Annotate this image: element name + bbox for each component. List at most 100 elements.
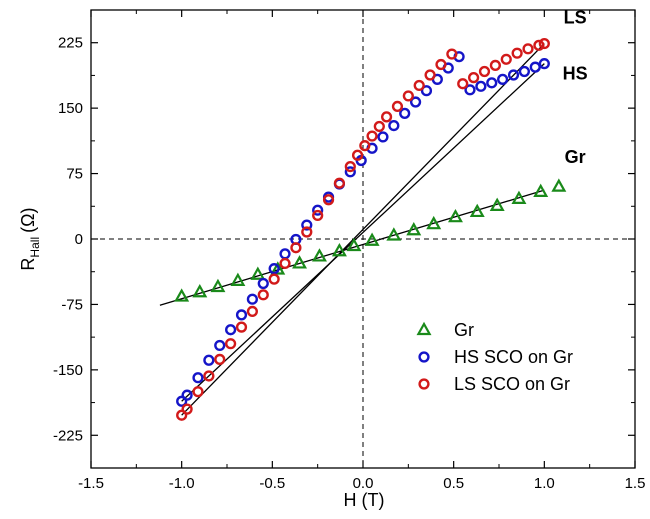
data-point-series-2 <box>380 111 393 123</box>
data-point-series-2 <box>312 209 324 222</box>
y-axis-title-unit: (Ω) <box>18 207 38 232</box>
data-point-series-2 <box>446 48 458 60</box>
data-point-series-2 <box>435 58 447 71</box>
data-point-series-2 <box>359 140 371 152</box>
legend-entry-label: Gr <box>454 320 474 340</box>
data-point-series-1 <box>225 324 237 336</box>
data-point-series-1 <box>235 309 248 321</box>
data-point-series-0 <box>448 208 463 223</box>
data-point-series-1 <box>344 166 356 178</box>
y-tick-label: -150 <box>53 362 83 379</box>
legend-entry-label: LS SCO on Gr <box>454 374 570 394</box>
data-point-series-0 <box>489 197 505 211</box>
data-point-series-1 <box>214 339 226 352</box>
data-point-series-2 <box>301 226 313 238</box>
data-point-series-2 <box>214 353 226 365</box>
data-point-series-2 <box>522 43 534 55</box>
data-point-series-1 <box>409 96 422 108</box>
data-point-series-2 <box>538 37 550 50</box>
data-point-series-1 <box>192 372 204 384</box>
data-point-series-1 <box>475 80 487 92</box>
data-point-series-2 <box>333 177 346 189</box>
x-tick-label: 1.5 <box>625 475 646 492</box>
fit-line-series-1 <box>181 63 545 402</box>
legend-marker-0 <box>416 321 432 336</box>
data-point-series-2 <box>373 120 385 133</box>
data-point-series-2 <box>192 386 204 398</box>
data-point-series-0 <box>312 248 327 262</box>
fit-line-series-2 <box>181 43 545 416</box>
data-point-series-2 <box>181 403 193 415</box>
data-point-series-0 <box>406 222 422 236</box>
data-point-series-1 <box>518 65 530 78</box>
y-tick-label: 225 <box>58 35 83 52</box>
data-point-series-0 <box>292 255 308 269</box>
data-point-series-1 <box>181 389 193 401</box>
data-point-series-2 <box>290 242 302 254</box>
data-point-series-2 <box>322 194 335 206</box>
data-point-series-1 <box>377 131 389 143</box>
y-tick-label: 75 <box>66 166 83 183</box>
annotation-label: Gr <box>565 147 586 167</box>
legend-entry-label: HS SCO on Gr <box>454 347 573 367</box>
data-point-series-1 <box>388 119 400 132</box>
data-point-series-2 <box>511 47 523 59</box>
data-point-series-1 <box>176 395 188 407</box>
y-axis-title-main: R <box>18 258 38 271</box>
data-point-series-2 <box>268 273 280 285</box>
data-point-series-1 <box>529 61 541 73</box>
data-point-series-2 <box>203 370 215 382</box>
data-point-series-1 <box>399 107 411 119</box>
data-point-series-0 <box>469 203 485 218</box>
data-point-series-1 <box>268 263 280 275</box>
data-point-series-1 <box>301 219 313 231</box>
data-point-series-2 <box>478 65 491 78</box>
x-tick-label: 0.5 <box>443 475 464 492</box>
data-point-series-0 <box>511 190 527 204</box>
annotations-layer: LS HS Gr <box>563 8 588 168</box>
data-points-layer <box>174 37 567 421</box>
data-point-series-0 <box>386 227 402 241</box>
data-point-series-1 <box>420 85 433 97</box>
legend-marker-1 <box>418 351 430 363</box>
data-point-series-1 <box>507 69 520 81</box>
data-point-series-2 <box>246 305 258 318</box>
data-point-series-2 <box>489 59 501 71</box>
x-tick-label: -0.5 <box>259 475 285 492</box>
y-tick-label: 150 <box>58 100 83 117</box>
data-point-series-1 <box>497 73 509 85</box>
y-tick-label: 0 <box>75 231 83 248</box>
x-tick-label: -1.0 <box>169 475 195 492</box>
y-tick-label: -75 <box>61 296 83 313</box>
data-point-series-1 <box>203 354 215 366</box>
fit-line-series-0 <box>159 189 545 306</box>
data-point-series-2 <box>468 72 480 84</box>
x-tick-label: 1.0 <box>534 475 555 492</box>
data-point-series-2 <box>457 78 469 90</box>
data-point-series-2 <box>413 79 425 92</box>
data-point-series-2 <box>366 130 378 142</box>
annotation-label: HS <box>563 63 588 83</box>
data-point-series-0 <box>551 178 567 192</box>
axes-layer: -1.5 -1.0 -0.5 0.0 0.5 1.0 1.5 -225 -150 -75 0 75 15… <box>53 9 646 492</box>
data-point-series-1 <box>464 84 476 96</box>
data-point-series-1 <box>246 293 258 305</box>
data-point-series-0 <box>533 183 549 197</box>
data-point-series-2 <box>235 321 248 333</box>
y-tick-label: -225 <box>53 427 83 444</box>
x-tick-label: -1.5 <box>78 475 104 492</box>
data-point-series-2 <box>257 289 269 301</box>
data-point-series-0 <box>270 261 286 275</box>
data-point-series-2 <box>391 100 404 112</box>
data-point-series-2 <box>351 149 364 161</box>
legend-marker-2 <box>418 378 430 390</box>
legend: Gr HS SCO on Gr LS SCO on Gr <box>416 320 573 394</box>
data-point-series-0 <box>426 215 442 230</box>
data-point-series-2 <box>500 53 512 65</box>
data-point-series-0 <box>210 278 226 293</box>
data-point-series-1 <box>257 277 269 290</box>
data-point-series-1 <box>486 77 498 89</box>
data-point-series-0 <box>331 242 347 257</box>
data-point-series-2 <box>344 160 356 173</box>
annotation-label: LS <box>564 8 587 28</box>
